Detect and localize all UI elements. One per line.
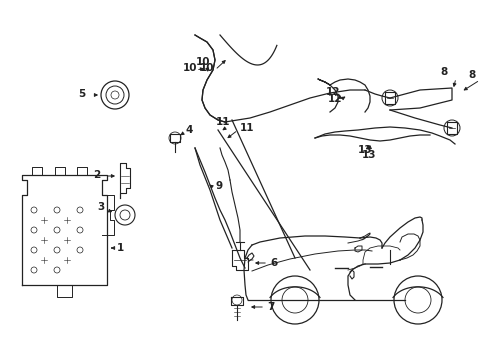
Text: 3: 3	[97, 202, 104, 212]
Text: 10: 10	[183, 63, 197, 73]
Text: 12: 12	[327, 94, 342, 104]
Text: 13: 13	[357, 145, 372, 155]
Text: 8: 8	[439, 67, 447, 77]
Text: 10: 10	[200, 63, 214, 73]
Text: 8: 8	[467, 70, 474, 80]
Text: 4: 4	[185, 125, 193, 135]
Text: 11: 11	[240, 123, 254, 133]
Text: 5: 5	[78, 89, 85, 99]
Text: 13: 13	[361, 150, 376, 160]
Text: 10: 10	[196, 57, 210, 67]
Text: 12: 12	[325, 87, 340, 97]
Text: 2: 2	[93, 170, 100, 180]
Text: 9: 9	[216, 181, 223, 191]
Text: 7: 7	[266, 302, 274, 312]
Text: 11: 11	[216, 117, 230, 127]
Text: 6: 6	[269, 258, 277, 268]
Text: 1: 1	[117, 243, 124, 253]
